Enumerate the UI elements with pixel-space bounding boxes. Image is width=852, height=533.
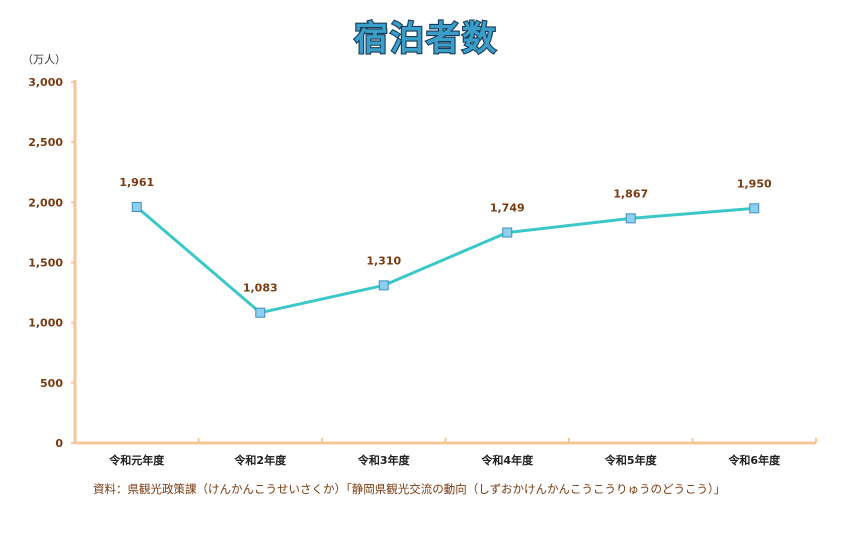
data-point-marker [625,213,636,224]
data-point-marker [502,227,513,238]
y-tick-label: 3,000 [28,76,63,89]
y-tick-label: 1,000 [28,317,63,330]
data-point-marker [749,203,760,214]
data-label: 1,961 [119,176,154,189]
axes: 0 500 1,000 1,500 2,000 2,500 3,000 令和元年度 令和2年度 令… [28,76,817,467]
data-point-marker [131,202,142,213]
y-tick-label: 2,000 [28,196,63,209]
data-point-marker [378,280,389,291]
data-label: 1,749 [490,202,525,215]
chart-title: 宿泊者数 [354,19,498,59]
y-axis-unit: （万人） [22,53,66,66]
x-tick-label: 令和2年度 [233,453,287,467]
y-tick-label: 2,500 [28,136,63,149]
x-tick-label: 令和元年度 [108,453,165,467]
series-line-path [135,205,755,315]
data-label: 1,867 [613,187,648,200]
data-point-marker [255,307,266,318]
x-tick-label: 令和5年度 [604,453,658,467]
x-tick-label: 令和3年度 [357,453,411,467]
data-label: 1,310 [366,254,401,267]
y-tick-label: 1,500 [28,257,63,270]
x-tick-label: 令和6年度 [727,453,781,467]
y-tick-label: 0 [55,437,63,450]
data-label: 1,083 [243,282,278,295]
data-label: 1,950 [737,177,772,190]
y-tick-label: 500 [40,377,63,390]
x-tick-label: 令和4年度 [480,453,534,467]
source-note: 資料：県観光政策課（けんかんこうせいさくか）「静岡県観光交流の動向（しずおかけん… [93,482,725,496]
series-line: 1,961 1,083 1,310 1,749 1,867 1,950 [119,176,772,318]
